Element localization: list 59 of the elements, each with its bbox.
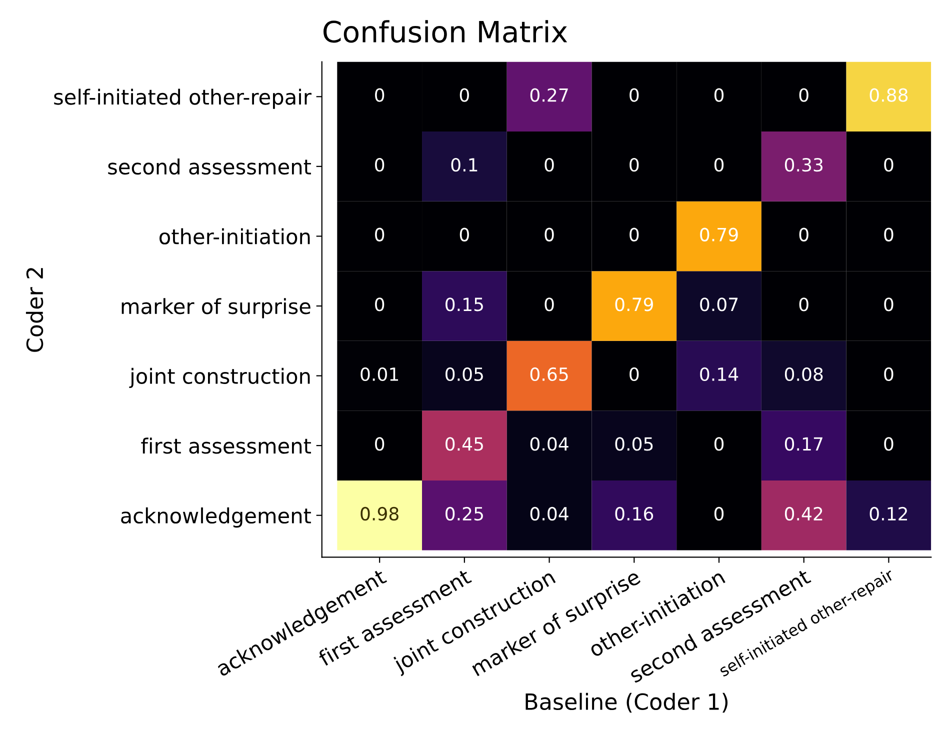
- data-label: 0.01: [360, 367, 398, 382]
- data-label: 0: [375, 88, 384, 102]
- data-label: 0: [630, 228, 639, 242]
- data-label: 0.17: [784, 437, 822, 451]
- data-label: 0: [884, 158, 894, 172]
- data-label: 0.33: [784, 158, 823, 172]
- data-label: 0.04: [530, 437, 568, 451]
- data-label: 0: [714, 506, 724, 521]
- data-label: 0.15: [446, 298, 483, 312]
- data-label: 0.12: [870, 506, 907, 521]
- data-label: 0: [884, 298, 894, 312]
- y-tick-label: second assessment: [108, 158, 311, 175]
- y-tick-label: first assessment: [141, 438, 311, 454]
- data-label: 0: [799, 228, 808, 242]
- data-label: 0: [630, 158, 639, 172]
- data-label: 0: [375, 228, 384, 242]
- y-tick-label: joint construction: [129, 368, 310, 388]
- data-label: 0: [714, 437, 724, 451]
- data-label: 0: [544, 158, 554, 172]
- y-tick-label: self-initiated other-repair: [54, 88, 312, 109]
- data-label: 0.27: [530, 88, 568, 102]
- data-label: 0.45: [446, 437, 483, 451]
- data-label: 0: [375, 437, 384, 451]
- data-label: 0.98: [360, 506, 398, 521]
- x-axis-title: Baseline (Coder 1): [526, 692, 728, 713]
- data-label: 0: [630, 367, 639, 382]
- data-label: 0.05: [615, 437, 653, 451]
- data-label: 0.1: [451, 158, 478, 172]
- data-label: 0: [375, 158, 384, 172]
- data-label: 0.16: [615, 506, 654, 521]
- y-tick-label: marker of surprise: [122, 298, 310, 318]
- data-label: 0: [884, 437, 894, 451]
- y-tick-label: other-initiation: [160, 228, 310, 244]
- data-label: 0: [544, 228, 554, 242]
- data-label: 0.14: [700, 367, 738, 382]
- y-axis-title: Coder 2: [26, 268, 44, 352]
- data-label: 0: [799, 298, 808, 312]
- data-label: 0.65: [530, 367, 568, 382]
- data-label: 0: [375, 298, 384, 312]
- y-tick-label: acknowledgement: [121, 507, 311, 528]
- data-label: 0.79: [615, 298, 653, 312]
- data-label: 0.07: [700, 298, 738, 312]
- data-label: 0: [714, 158, 724, 172]
- data-label: 0: [630, 88, 639, 102]
- data-label: 0: [884, 367, 894, 382]
- data-label: 0: [460, 88, 469, 102]
- data-label: 0.08: [784, 367, 823, 382]
- data-label: 0: [460, 228, 469, 242]
- data-label: 0: [714, 88, 724, 102]
- data-label: 0.42: [784, 506, 822, 521]
- data-label: 0.05: [446, 367, 483, 382]
- data-label: 0.25: [446, 506, 483, 521]
- chart-title: Confusion Matrix: [324, 20, 568, 43]
- data-label: 0.04: [530, 506, 568, 521]
- data-label: 0.79: [700, 228, 738, 242]
- data-label: 0: [544, 298, 554, 312]
- data-label: 0: [884, 228, 894, 242]
- data-label: 0.88: [870, 88, 908, 102]
- data-label: 0: [799, 88, 808, 102]
